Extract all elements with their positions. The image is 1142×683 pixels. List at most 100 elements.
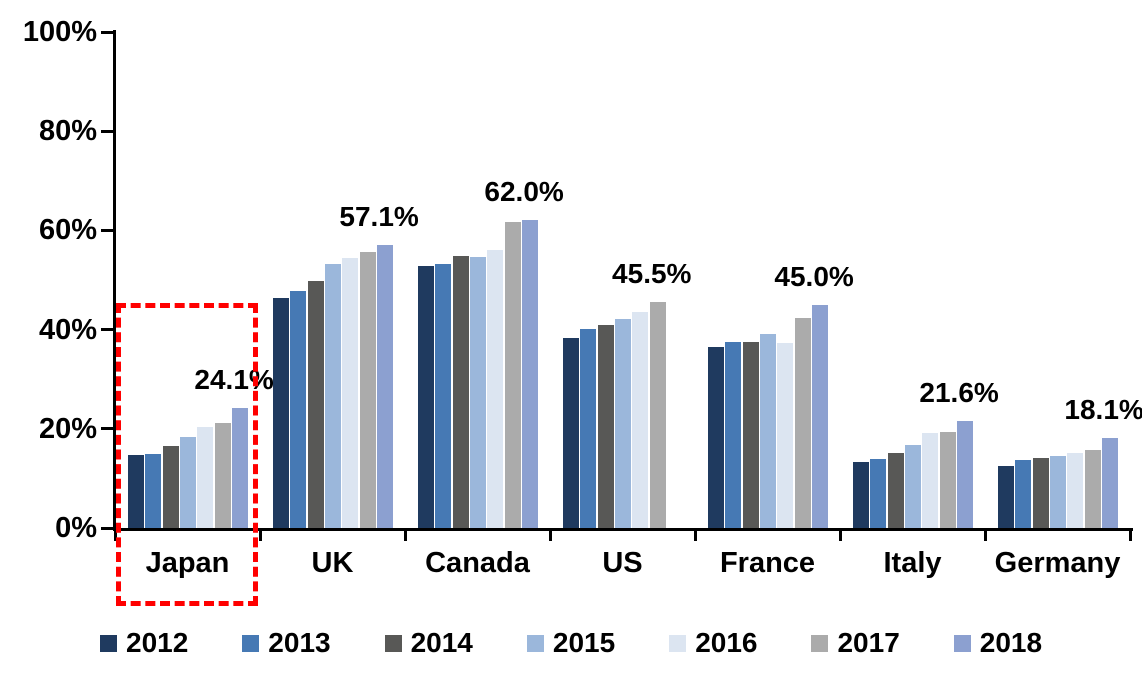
highlight-box — [116, 303, 258, 606]
legend-label: 2014 — [410, 627, 473, 658]
legend-item-2013: 2013 — [242, 627, 331, 658]
x-label-italy: Italy — [883, 547, 942, 579]
bar-italy-2013 — [870, 458, 887, 528]
y-tick — [101, 228, 115, 232]
legend-swatch — [669, 634, 687, 652]
bar-italy-2015 — [905, 444, 922, 528]
y-axis-line — [113, 30, 116, 531]
y-tick-label: 20% — [38, 412, 97, 445]
bar-japan-2016 — [197, 426, 214, 528]
legend-swatch — [384, 634, 402, 652]
legend-label: 2015 — [552, 627, 616, 658]
x-tick — [258, 528, 262, 541]
legend-item-2018: 2018 — [953, 627, 1043, 658]
legend-label: 2016 — [695, 627, 758, 658]
legend: 2012 2013 2014 2015 2016 2017 2018 — [100, 628, 1042, 658]
legend-swatch — [811, 634, 829, 652]
bar-germany-2017 — [1084, 449, 1101, 528]
bar-us-2012 — [563, 338, 579, 528]
bar-japan-2018 — [232, 408, 249, 528]
bar-canada-2018 — [522, 220, 539, 528]
legend-item-2017: 2017 — [811, 627, 900, 658]
y-tick-label: 80% — [38, 115, 97, 148]
bar-canada-2017 — [504, 222, 521, 528]
bar-japan-2014 — [162, 445, 179, 528]
y-tick — [101, 129, 115, 133]
x-label-uk: UK — [311, 547, 354, 579]
x-tick — [1128, 528, 1132, 541]
data-label-japan: 24.1% — [194, 364, 274, 396]
legend-label: 2017 — [837, 627, 900, 658]
bar-germany-2014 — [1032, 457, 1049, 528]
bar-france-2016 — [777, 342, 794, 528]
x-tick — [693, 528, 697, 541]
bar-germany-2012 — [998, 466, 1014, 528]
bar-france-2013 — [725, 342, 742, 528]
x-label-france: France — [719, 547, 816, 579]
legend-swatch — [242, 634, 260, 652]
bar-uk-2014 — [307, 280, 324, 528]
x-tick — [548, 528, 552, 541]
bar-us-2013 — [580, 328, 597, 528]
y-tick-label: 0% — [55, 512, 97, 544]
y-tick — [101, 427, 115, 431]
bar-uk-2018 — [377, 244, 394, 528]
y-tick-label: 60% — [38, 214, 97, 247]
data-label-italy: 21.6% — [919, 376, 999, 408]
bar-france-2012 — [708, 346, 724, 528]
bar-canada-2012 — [418, 265, 434, 528]
bar-italy-2018 — [957, 420, 974, 528]
legend-swatch — [526, 634, 544, 652]
x-tick — [113, 528, 117, 541]
legend-label: 2018 — [979, 627, 1043, 658]
y-tick — [101, 526, 115, 530]
x-tick — [838, 528, 842, 541]
bar-germany-2013 — [1015, 459, 1032, 528]
bar-italy-2012 — [853, 462, 869, 528]
bar-us-2016 — [632, 312, 649, 528]
y-tick-label: 100% — [22, 16, 97, 48]
bar-france-2015 — [760, 333, 777, 528]
data-label-us: 45.5% — [612, 258, 692, 290]
bar-germany-2016 — [1067, 452, 1084, 528]
bar-canada-2016 — [487, 249, 504, 528]
legend-label: 2012 — [126, 627, 189, 658]
bar-italy-2014 — [887, 452, 904, 528]
bar-france-2014 — [742, 341, 759, 528]
bar-japan-2017 — [214, 422, 231, 528]
bar-uk-2016 — [342, 258, 359, 528]
bar-canada-2014 — [452, 256, 469, 528]
y-tick-label: 40% — [38, 313, 97, 346]
legend-item-2016: 2016 — [669, 628, 757, 658]
legend-label: 2013 — [268, 627, 331, 658]
x-tick — [983, 528, 987, 541]
y-tick — [101, 328, 115, 332]
bar-canada-2013 — [435, 263, 452, 528]
data-label-france: 45.0% — [774, 260, 854, 292]
bar-uk-2015 — [325, 264, 342, 528]
bar-italy-2016 — [922, 432, 939, 528]
x-label-canada: Canada — [425, 547, 530, 579]
bar-us-2015 — [615, 319, 632, 528]
legend-item-2012: 2012 — [100, 628, 188, 658]
x-label-us: US — [602, 547, 643, 579]
bar-uk-2012 — [273, 298, 289, 528]
x-axis-line — [113, 528, 1133, 531]
y-tick — [101, 30, 115, 34]
legend-swatch — [953, 634, 971, 652]
data-label-germany: 18.1% — [1064, 394, 1142, 426]
bar-france-2018 — [812, 304, 829, 528]
bar-japan-2015 — [180, 436, 197, 528]
bar-us-2014 — [597, 324, 614, 528]
legend-item-2014: 2014 — [384, 627, 473, 658]
bar-italy-2017 — [939, 431, 956, 528]
data-label-canada: 62.0% — [484, 176, 564, 208]
bar-germany-2018 — [1102, 438, 1119, 528]
bar-uk-2017 — [359, 252, 376, 528]
bar-france-2017 — [794, 318, 811, 528]
bar-germany-2015 — [1050, 456, 1067, 528]
bar-japan-2012 — [128, 454, 144, 528]
legend-swatch — [100, 634, 117, 652]
x-label-germany: Germany — [994, 547, 1121, 579]
